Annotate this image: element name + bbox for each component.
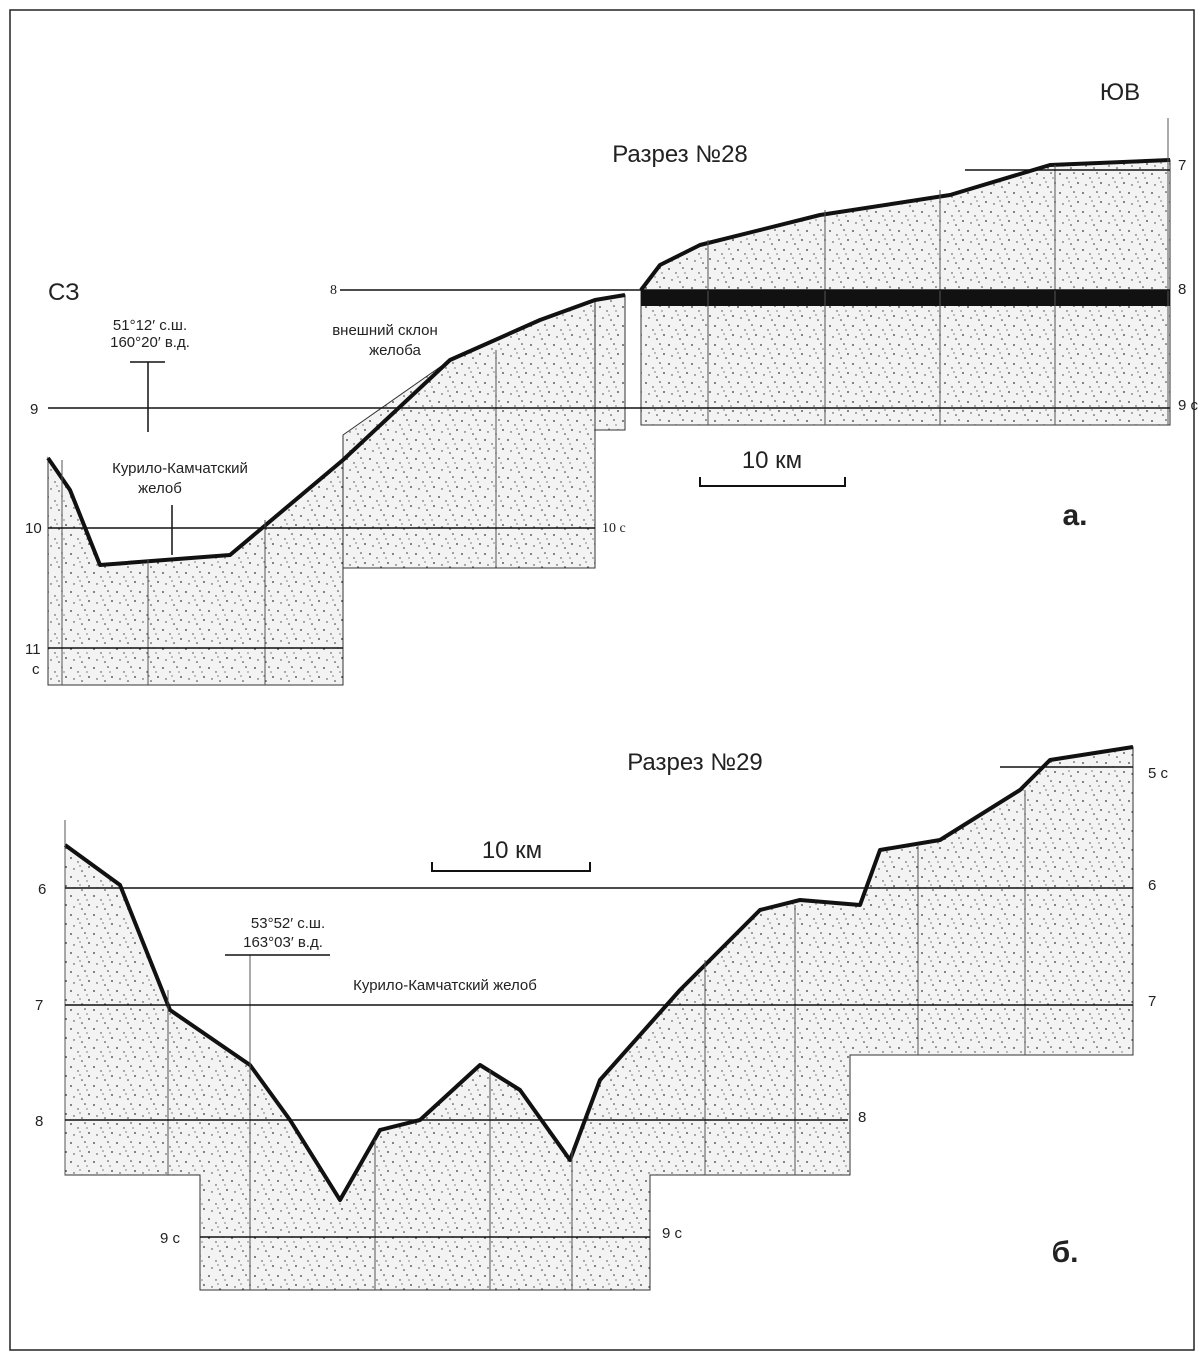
depth-label: 6	[38, 881, 46, 898]
direction: ЮВ	[1100, 79, 1140, 106]
profile-b	[65, 747, 1133, 1290]
depth-label: 8	[1178, 281, 1186, 298]
depth-label: 10 с	[602, 521, 626, 536]
depth-label: 6	[1148, 877, 1156, 894]
coordinates: 51°12′ с.ш.160°20′ в.д.	[110, 317, 190, 351]
scale-label: 10 км	[742, 447, 802, 474]
panel-label: а.	[1062, 499, 1087, 532]
depth-label: 9	[30, 401, 38, 418]
scale-label: 10 км	[482, 837, 542, 864]
depth-label: 8	[330, 283, 337, 298]
direction: СЗ	[48, 279, 80, 306]
title: Разрез №28	[612, 141, 748, 168]
depth-label: 11	[25, 641, 41, 658]
depth-label: 5 с	[1148, 765, 1169, 782]
depth-label: с	[32, 661, 40, 678]
trench-label: Курило-Камчатский желоб	[353, 977, 537, 994]
depth-label: 9 с	[662, 1225, 683, 1242]
figure: ЮВ Разрез №28 СЗ 51°12′ с.ш.160°20′ в.д.…	[0, 0, 1204, 1358]
depth-label: 8	[858, 1109, 866, 1126]
depth-label: 9 с	[160, 1230, 181, 1247]
panel-label: б.	[1052, 1236, 1079, 1269]
depth-label: 8	[35, 1113, 43, 1130]
coordinates: 53°52′ с.ш.163°03′ в.д.	[243, 915, 325, 951]
depth-label: 7	[1178, 157, 1186, 174]
title: Разрез №29	[627, 749, 763, 776]
depth-label: 9 с	[1178, 397, 1199, 414]
depth-label: 7	[1148, 993, 1156, 1010]
profile-a	[48, 118, 1170, 685]
depth-label: 10	[25, 520, 42, 537]
depth-label: 7	[35, 997, 43, 1014]
